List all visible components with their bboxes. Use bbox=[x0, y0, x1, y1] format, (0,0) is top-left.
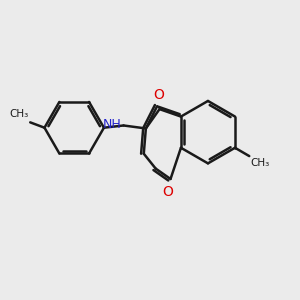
Text: O: O bbox=[162, 185, 173, 199]
Text: CH₃: CH₃ bbox=[9, 109, 28, 119]
Text: NH: NH bbox=[102, 118, 121, 131]
Text: O: O bbox=[153, 88, 164, 102]
Text: CH₃: CH₃ bbox=[251, 158, 270, 168]
